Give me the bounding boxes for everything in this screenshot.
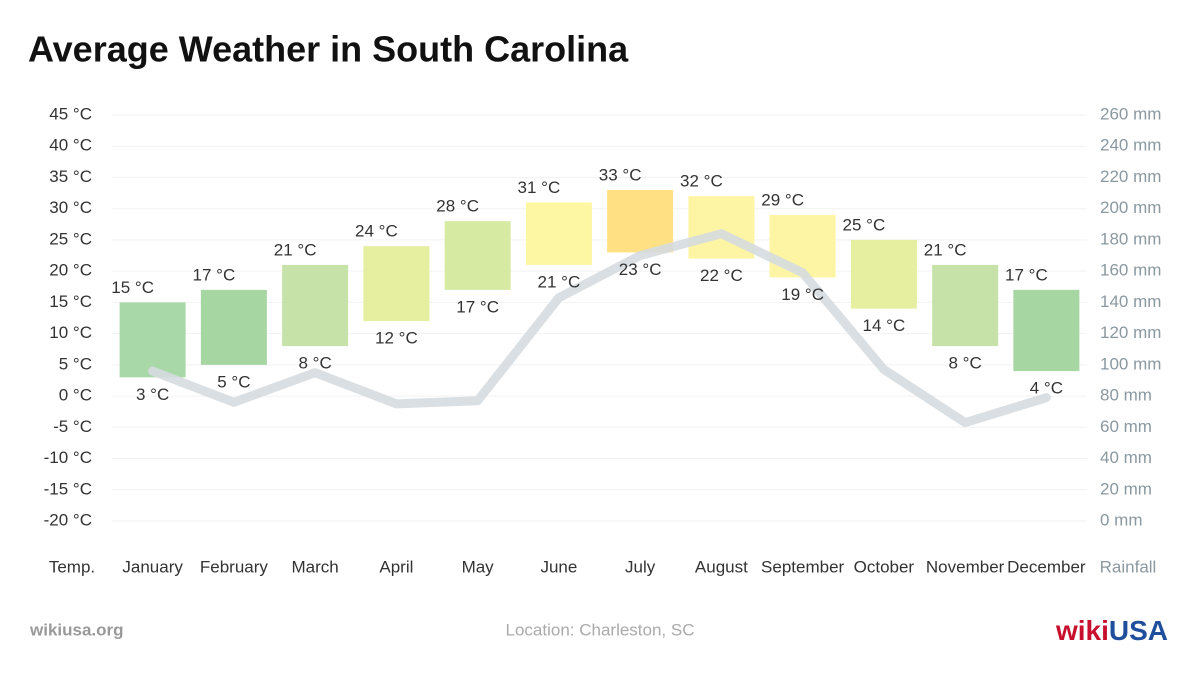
x-tick-label: June [540, 557, 577, 576]
y2-tick-label: 240 mm [1100, 136, 1161, 155]
y-tick-label: 35 °C [49, 167, 92, 186]
bar [525, 202, 592, 265]
bar [850, 239, 917, 309]
max-label: 33 °C [599, 165, 642, 184]
max-label: 15 °C [111, 278, 154, 297]
y2-tick-label: 140 mm [1100, 292, 1161, 311]
x-tick-label: September [761, 557, 844, 576]
bar [607, 189, 674, 253]
bar [119, 302, 186, 378]
min-label: 19 °C [781, 285, 824, 304]
y-tick-label: 20 °C [49, 261, 92, 280]
y-tick-label: 30 °C [49, 198, 92, 217]
y2-tick-label: 120 mm [1100, 323, 1161, 342]
max-label: 17 °C [193, 265, 236, 284]
min-label: 22 °C [700, 266, 743, 285]
min-label: 5 °C [217, 372, 250, 391]
y2-tick-label: 180 mm [1100, 229, 1161, 248]
y2-tick-label: 80 mm [1100, 386, 1152, 405]
x-tick-label: November [926, 557, 1005, 576]
x-tick-label: January [122, 557, 183, 576]
bar [1013, 289, 1080, 372]
min-label: 8 °C [948, 354, 981, 373]
min-label: 23 °C [619, 260, 662, 279]
y2-tick-label: 260 mm [1100, 104, 1161, 123]
min-label: 14 °C [863, 316, 906, 335]
max-label: 21 °C [924, 240, 967, 259]
x-tick-label: December [1007, 557, 1086, 576]
bar [363, 246, 430, 322]
bar [444, 221, 511, 290]
bar [282, 264, 349, 347]
logo-usa: USA [1109, 615, 1168, 646]
min-label: 21 °C [538, 272, 581, 291]
y2-tick-label: 100 mm [1100, 354, 1161, 373]
y-tick-label: 15 °C [49, 292, 92, 311]
max-label: 31 °C [518, 178, 561, 197]
min-label: 8 °C [298, 354, 331, 373]
y-tick-label: 25 °C [49, 229, 92, 248]
x-tick-label: August [695, 557, 748, 576]
x-tick-label: July [625, 557, 656, 576]
logo-wiki: wiki [1055, 615, 1109, 646]
max-label: 32 °C [680, 172, 723, 191]
max-label: 28 °C [436, 197, 479, 216]
x-tick-label: May [462, 557, 495, 576]
y-tick-label: -5 °C [53, 417, 92, 436]
max-label: 29 °C [761, 190, 804, 209]
logo: wikiUSA [1055, 615, 1168, 646]
y-tick-label: -10 °C [44, 448, 92, 467]
bar [932, 264, 999, 347]
y-axis-label: Temp. [49, 557, 95, 576]
bar [200, 289, 267, 365]
min-label: 4 °C [1030, 379, 1063, 398]
max-label: 25 °C [843, 215, 886, 234]
chart-title: Average Weather in South Carolina [28, 29, 629, 70]
y-tick-label: 5 °C [59, 354, 92, 373]
max-label: 21 °C [274, 240, 317, 259]
y2-tick-label: 20 mm [1100, 479, 1152, 498]
y2-tick-label: 160 mm [1100, 261, 1161, 280]
y2-tick-label: 0 mm [1100, 510, 1143, 529]
rainfall-line [148, 229, 1051, 428]
y-tick-label: 45 °C [49, 104, 92, 123]
location: Location: Charleston, SC [506, 620, 695, 639]
site: wikiusa.org [29, 620, 124, 639]
y2-tick-label: 220 mm [1100, 167, 1161, 186]
y-tick-label: 10 °C [49, 323, 92, 342]
max-label: 24 °C [355, 222, 398, 241]
y-tick-label: 40 °C [49, 136, 92, 155]
x-tick-label: April [379, 557, 413, 576]
y-tick-label: -20 °C [44, 510, 92, 529]
max-label: 17 °C [1005, 265, 1048, 284]
min-label: 12 °C [375, 329, 418, 348]
y2-tick-label: 200 mm [1100, 198, 1161, 217]
x-tick-label: February [200, 557, 269, 576]
y2-tick-label: 40 mm [1100, 448, 1152, 467]
x-tick-label: October [854, 557, 915, 576]
y2-tick-label: 60 mm [1100, 417, 1152, 436]
min-label: 3 °C [136, 385, 169, 404]
y-tick-label: 0 °C [59, 386, 92, 405]
min-label: 17 °C [456, 297, 499, 316]
y2-axis-label: Rainfall [1100, 557, 1157, 576]
y-tick-label: -15 °C [44, 479, 92, 498]
x-tick-label: March [292, 557, 339, 576]
